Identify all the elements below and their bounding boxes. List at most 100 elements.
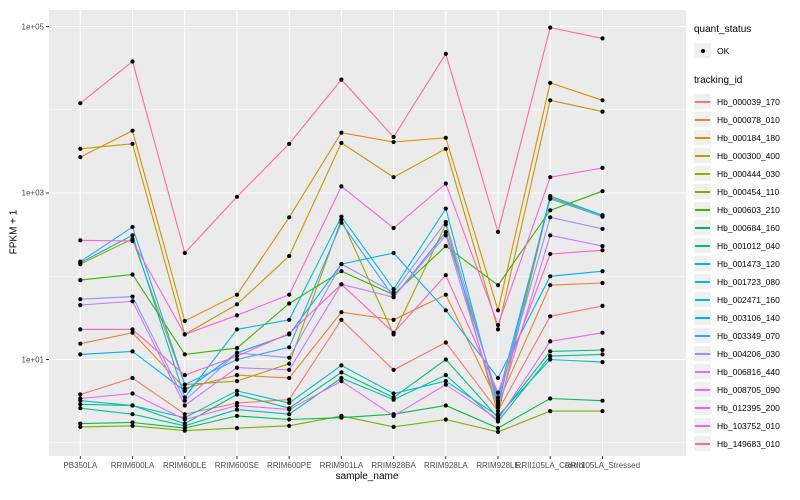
data-point	[130, 141, 135, 146]
data-point	[443, 273, 448, 278]
data-point	[548, 409, 553, 414]
legend-key-line	[695, 100, 710, 103]
data-point	[443, 417, 448, 422]
legend-item-label: Hb_000444_030	[717, 168, 780, 179]
data-point	[287, 292, 292, 297]
data-point	[287, 412, 292, 417]
data-point	[287, 423, 292, 428]
legend-key-box	[694, 238, 711, 253]
data-point	[443, 135, 448, 140]
data-point	[130, 294, 135, 299]
data-point	[495, 406, 501, 411]
data-point	[600, 98, 605, 103]
data-point	[182, 332, 187, 337]
legend-item-Hb_012395_200: Hb_012395_200	[694, 399, 798, 416]
data-point	[182, 417, 187, 422]
data-point	[600, 165, 605, 170]
data-point	[339, 363, 344, 368]
legend-item-Hb_001723_080: Hb_001723_080	[694, 273, 798, 290]
data-point	[339, 415, 344, 420]
legend-item-label: Hb_001012_040	[717, 240, 780, 251]
data-point	[287, 407, 292, 412]
data-point	[234, 354, 240, 359]
data-point	[548, 283, 553, 288]
data-point	[339, 130, 344, 135]
legend-item-Hb_149683_010: Hb_149683_010	[694, 435, 798, 452]
data-point	[600, 303, 605, 308]
x-axis-title: sample_name	[335, 471, 399, 482]
data-point	[548, 251, 553, 257]
legend-key-line	[695, 154, 710, 157]
data-point	[443, 382, 448, 387]
data-point	[130, 412, 135, 417]
legend-key-line	[695, 406, 710, 409]
data-point	[391, 295, 396, 300]
data-point	[600, 269, 605, 274]
legend-item-label: Hb_103752_010	[717, 420, 780, 431]
legend-item-Hb_003349_070: Hb_003349_070	[694, 327, 798, 344]
data-point	[182, 250, 187, 256]
data-point	[78, 303, 83, 308]
legend-key-box	[694, 346, 711, 361]
data-point	[234, 407, 240, 412]
legend-item-label: OK	[717, 45, 730, 56]
data-point	[182, 318, 187, 324]
x-tick-label: RRIM600SE	[214, 461, 260, 470]
data-point	[495, 375, 501, 381]
data-point	[130, 272, 135, 277]
legend-item-Hb_000300_400: Hb_000300_400	[694, 147, 798, 164]
legend-key-line	[695, 190, 710, 193]
data-point	[130, 391, 135, 396]
legend-item-label: Hb_001723_080	[717, 276, 780, 287]
data-point	[339, 375, 344, 381]
data-point	[391, 250, 396, 256]
data-point	[391, 139, 396, 145]
legend-tracking-id-title: tracking_id	[694, 75, 743, 86]
legend-key-box	[694, 202, 711, 217]
x-tick-label: RRIM901LA	[319, 461, 364, 470]
data-point	[391, 287, 396, 292]
data-point	[287, 301, 292, 306]
data-point	[600, 330, 605, 335]
legend-item-label: Hb_000603_210	[717, 204, 780, 215]
legend-key-line	[695, 172, 710, 175]
data-point	[600, 360, 605, 365]
data-point	[78, 146, 83, 151]
legend-key-box	[694, 364, 711, 379]
data-point	[130, 233, 135, 238]
legend-item-label: Hb_002471_160	[717, 294, 780, 305]
data-point	[495, 390, 501, 395]
data-point	[130, 375, 135, 381]
data-point	[443, 373, 448, 378]
data-point	[443, 146, 448, 151]
data-point	[391, 225, 396, 231]
data-point	[130, 224, 135, 230]
data-point	[339, 220, 344, 225]
data-point	[600, 36, 605, 41]
data-point	[78, 259, 83, 264]
legend-item-Hb_103752_010: Hb_103752_010	[694, 417, 798, 434]
data-point	[287, 355, 292, 360]
data-point	[234, 357, 240, 362]
data-point	[495, 429, 501, 434]
legend-key-line	[695, 136, 710, 139]
data-point	[548, 274, 553, 279]
legend-key-box	[694, 382, 711, 397]
data-point	[339, 262, 344, 267]
legend-item-Hb_000078_010: Hb_000078_010	[694, 111, 798, 128]
data-point	[548, 98, 553, 103]
legend-item-label: Hb_000039_170	[717, 96, 780, 107]
data-point	[130, 299, 135, 304]
data-point	[443, 233, 448, 238]
data-point	[391, 413, 396, 418]
data-point	[600, 280, 605, 286]
data-point	[182, 423, 187, 428]
panel-background	[49, 10, 686, 456]
data-point	[443, 357, 448, 362]
legend-key-line	[695, 118, 710, 121]
legend-item-label: Hb_008705_090	[717, 384, 780, 395]
data-point	[130, 59, 135, 64]
legend-item-Hb_000684_160: Hb_000684_160	[694, 219, 798, 236]
x-tick-label: PB350LA	[63, 461, 98, 470]
